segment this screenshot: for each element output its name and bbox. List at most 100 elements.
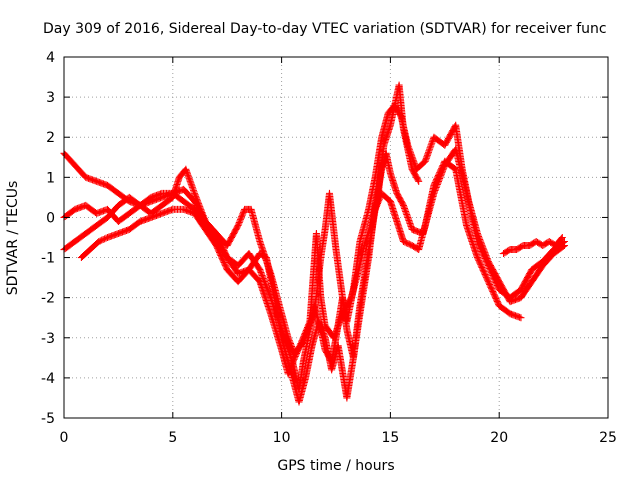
data-point-marker	[285, 335, 293, 343]
data-point-marker	[237, 214, 245, 222]
x-tick-label: 0	[60, 430, 69, 446]
y-tick-label: -4	[41, 371, 55, 387]
data-point-marker	[305, 319, 313, 327]
data-point-marker	[287, 340, 295, 348]
data-point-marker	[284, 334, 292, 342]
series-3	[60, 157, 525, 406]
data-point-marker	[302, 328, 310, 336]
data-point-marker	[99, 236, 107, 244]
data-point-marker	[289, 358, 297, 366]
data-point-marker	[477, 240, 485, 248]
data-point-marker	[315, 319, 323, 327]
data-point-marker	[318, 326, 326, 334]
data-point-marker	[315, 318, 323, 326]
data-point-marker	[473, 229, 481, 237]
data-point-marker	[304, 322, 312, 330]
data-point-marker	[256, 267, 264, 275]
data-point-marker	[478, 241, 486, 249]
data-point-marker	[256, 266, 264, 274]
data-point-marker	[288, 361, 296, 369]
data-point-marker	[238, 213, 246, 221]
data-point-marker	[319, 328, 327, 336]
x-tick-label: 5	[168, 430, 177, 446]
data-point-marker	[475, 232, 483, 240]
y-tick-label: 3	[46, 90, 55, 106]
x-tick-label: 20	[490, 430, 508, 446]
data-point-marker	[299, 335, 307, 343]
data-point-marker	[475, 234, 483, 242]
data-point-marker	[95, 238, 103, 246]
data-point-marker	[404, 240, 412, 248]
y-tick-label: 1	[46, 170, 55, 186]
data-point-marker	[287, 363, 295, 371]
y-tick-label: -1	[41, 251, 55, 267]
x-axis-label: GPS time / hours	[277, 458, 394, 474]
y-tick-label: -5	[41, 411, 55, 427]
data-point-marker	[319, 329, 327, 337]
data-point-marker	[288, 360, 296, 368]
data-point-marker	[560, 242, 568, 250]
data-point-marker	[303, 325, 311, 333]
data-point-marker	[285, 367, 293, 375]
data-point-marker	[288, 344, 296, 352]
data-point-marker	[483, 253, 491, 261]
data-point-marker	[191, 191, 199, 199]
data-point-marker	[286, 366, 294, 374]
data-point-marker	[96, 237, 104, 245]
data-point-marker	[321, 332, 329, 340]
x-tick-label: 25	[599, 430, 617, 446]
data-point-marker	[401, 238, 409, 246]
data-point-marker	[234, 221, 242, 229]
y-tick-label: 4	[46, 50, 55, 66]
data-point-marker	[285, 337, 293, 345]
ticks-layer: 0 5 10 15 20 25 -5 -4 -3 -2 -1 0 1 2 3 4	[41, 50, 617, 446]
data-point-marker	[480, 246, 488, 254]
data-point-marker	[557, 235, 565, 243]
data-point-marker	[258, 272, 266, 279]
data-point-marker	[288, 343, 296, 351]
data-point-marker	[299, 334, 307, 342]
data-point-marker	[290, 355, 298, 363]
data-point-marker	[405, 240, 413, 248]
data-point-marker	[286, 338, 294, 346]
data-point-marker	[191, 189, 199, 197]
data-point-marker	[289, 357, 297, 365]
data-point-marker	[287, 364, 295, 372]
data-point-marker	[236, 217, 244, 225]
data-point-marker	[482, 252, 490, 260]
data-point-marker	[260, 276, 268, 284]
y-tick-label: 2	[46, 130, 55, 146]
data-point-marker	[559, 242, 567, 250]
data-point-marker	[287, 341, 295, 349]
data-point-marker	[284, 370, 292, 378]
data-point-marker	[235, 220, 243, 228]
data-point-marker	[258, 270, 266, 278]
data-point-marker	[302, 326, 310, 334]
data-point-marker	[479, 244, 487, 252]
data-point-marker	[301, 329, 309, 337]
y-tick-label: -3	[41, 331, 55, 347]
x-tick-label: 15	[381, 430, 399, 446]
data-point-marker	[480, 247, 488, 255]
plot-frame	[63, 56, 609, 419]
data-point-marker	[402, 239, 410, 247]
data-point-marker	[483, 255, 491, 263]
x-tick-label: 10	[273, 430, 291, 446]
data-point-marker	[481, 249, 489, 257]
data-point-marker	[320, 331, 328, 339]
data-point-marker	[414, 176, 422, 184]
data-point-marker	[301, 331, 309, 339]
data-point-marker	[479, 243, 487, 251]
data-point-marker	[415, 177, 423, 185]
data-point-marker	[399, 238, 407, 246]
chart-title: Day 309 of 2016, Sidereal Day-to-day VTE…	[43, 21, 607, 37]
data-point-marker	[101, 235, 109, 243]
data-point-marker	[259, 273, 267, 281]
data-point-marker	[517, 314, 525, 322]
data-point-marker	[236, 216, 244, 224]
data-point-marker	[285, 368, 293, 376]
data-point-marker	[558, 234, 566, 241]
data-point-marker	[239, 210, 247, 218]
